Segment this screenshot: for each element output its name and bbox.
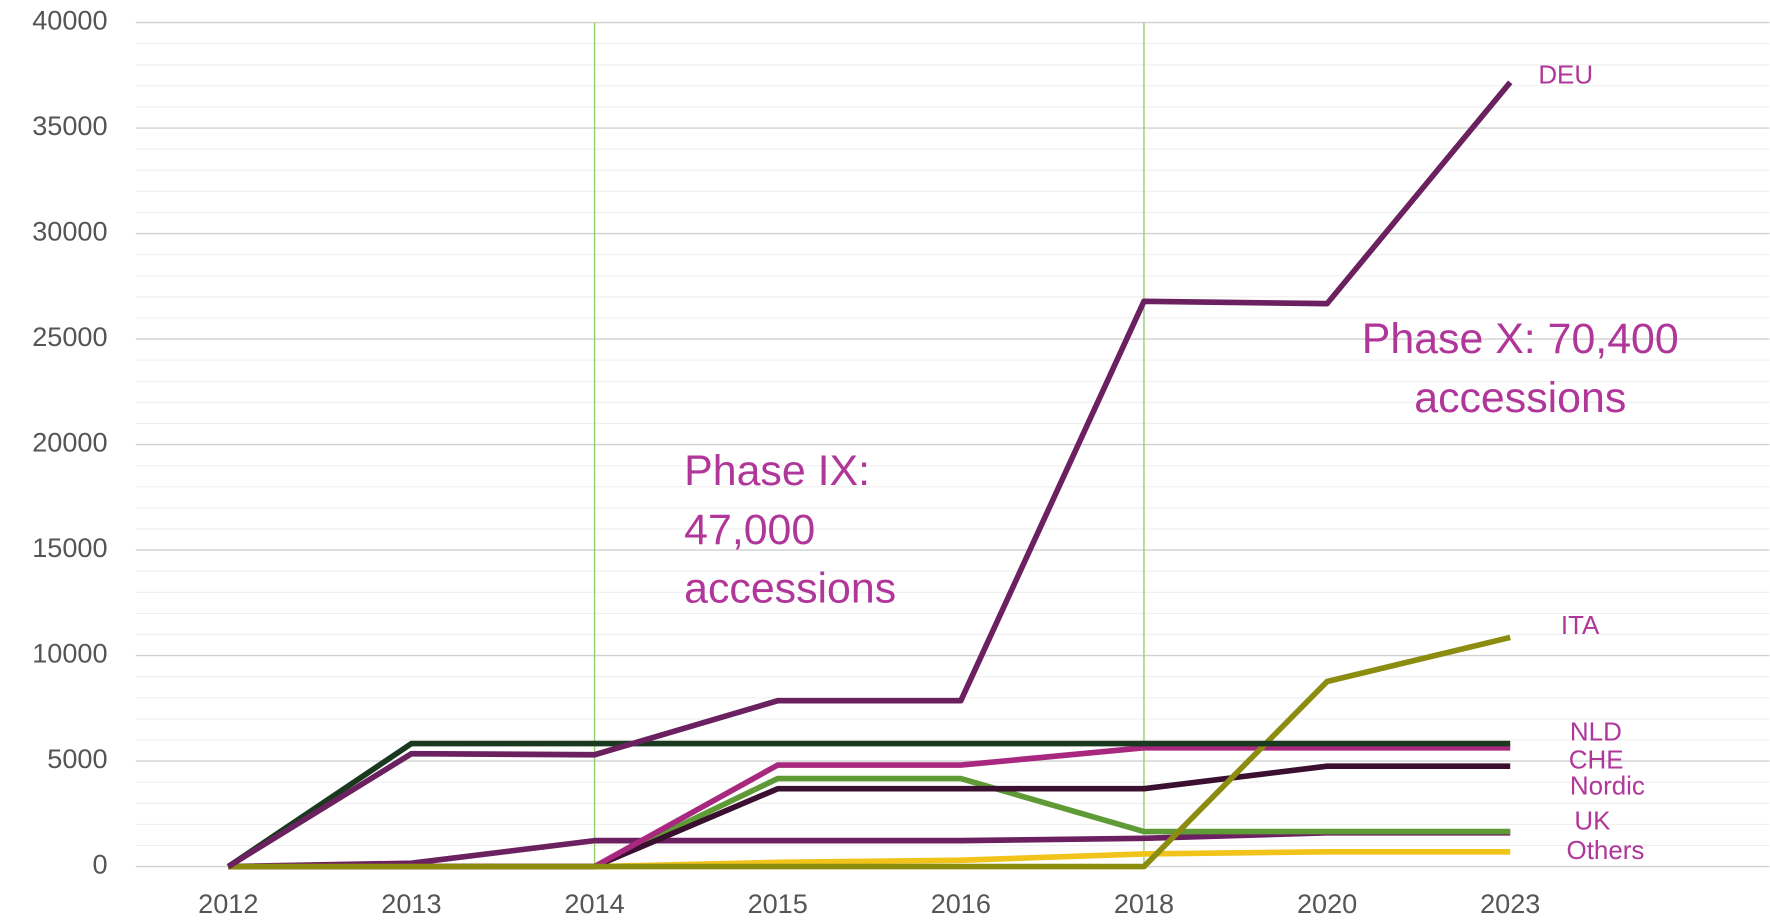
series-label: ITA (1561, 612, 1600, 640)
x-tick-label: 2018 (1114, 888, 1174, 919)
annotation: Phase X: 70,400 (1362, 315, 1679, 363)
y-tick-label: 40000 (32, 5, 107, 36)
y-tick-label: 25000 (32, 321, 107, 352)
series-line (226, 80, 1513, 869)
x-tick-label: 2016 (931, 888, 991, 919)
annotation: 47,000 (684, 506, 815, 554)
series-line (228, 634, 1511, 870)
x-tick-label: 2013 (381, 888, 441, 919)
x-tick-label: 2015 (748, 888, 808, 919)
annotation: accessions (684, 565, 896, 613)
y-tick-label: 10000 (32, 638, 107, 669)
y-tick-label: 0 (92, 849, 107, 880)
series-label: Nordic (1570, 772, 1645, 800)
annotation: Phase IX: (684, 447, 870, 495)
x-tick-label: 2023 (1480, 888, 1540, 919)
series-label: Others (1567, 837, 1645, 865)
x-tick-label: 2020 (1297, 888, 1357, 919)
series-label: CHE (1569, 747, 1624, 775)
series-label: NLD (1570, 718, 1622, 746)
y-tick-label: 30000 (32, 216, 107, 247)
series-line (226, 740, 1511, 869)
annotation: accessions (1414, 374, 1626, 422)
series-label: UK (1574, 807, 1611, 835)
x-tick-label: 2012 (198, 888, 258, 919)
y-tick-label: 5000 (47, 743, 107, 774)
series-label: DEU (1538, 62, 1593, 90)
y-tick-label: 15000 (32, 532, 107, 563)
y-tick-label: 35000 (32, 110, 107, 141)
x-tick-label: 2014 (564, 888, 624, 919)
y-tick-label: 20000 (32, 427, 107, 458)
